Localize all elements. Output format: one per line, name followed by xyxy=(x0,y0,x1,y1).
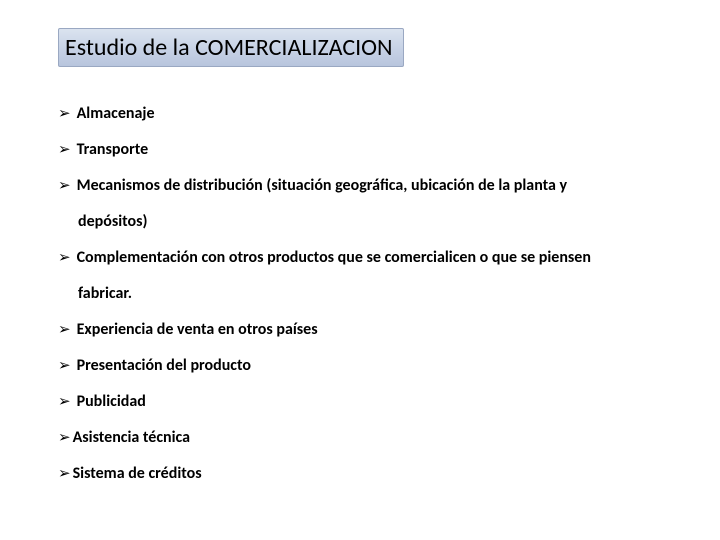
bullet-arrow-icon: ➢ xyxy=(58,247,71,269)
bullet-arrow-icon: ➢ xyxy=(58,103,71,125)
list-item: ➢ Publicidad xyxy=(58,391,662,413)
list-item-text: Almacenaje xyxy=(77,103,155,125)
title-box: Estudio de la COMERCIALIZACION xyxy=(58,28,404,67)
list-item: ➢ Transporte xyxy=(58,139,662,161)
list-item-text: Sistema de créditos xyxy=(73,463,202,485)
list-item-continuation: depósitos) xyxy=(78,211,662,233)
list-item: ➢ Almacenaje xyxy=(58,103,662,125)
list-item: ➢ Mecanismos de distribución (situación g… xyxy=(58,175,662,197)
list-item-text: Asistencia técnica xyxy=(73,427,190,449)
bullet-arrow-icon: ➢ xyxy=(58,139,71,161)
bullet-arrow-icon: ➢ xyxy=(58,319,71,341)
list-item: ➢ Experiencia de venta en otros países xyxy=(58,319,662,341)
bullet-arrow-icon: ➢ xyxy=(58,427,71,449)
list-item-text: Publicidad xyxy=(77,391,146,413)
list-item: ➢ Complementación con otros productos que… xyxy=(58,247,662,269)
list-item: ➢Sistema de créditos xyxy=(58,463,662,485)
list-item-text: Transporte xyxy=(77,139,149,161)
bullet-list: ➢ Almacenaje ➢ Transporte ➢ Mecanismos de dis… xyxy=(58,103,662,485)
list-item-text: Mecanismos de distribución (situación ge… xyxy=(77,175,568,197)
bullet-arrow-icon: ➢ xyxy=(58,355,71,377)
bullet-arrow-icon: ➢ xyxy=(58,175,71,197)
bullet-arrow-icon: ➢ xyxy=(58,463,71,485)
list-item-text: Presentación del producto xyxy=(77,355,251,377)
list-item-text: Complementación con otros productos que … xyxy=(77,247,591,269)
list-item-text: Experiencia de venta en otros países xyxy=(77,319,318,341)
bullet-arrow-icon: ➢ xyxy=(58,391,71,413)
slide-title: Estudio de la COMERCIALIZACION xyxy=(65,33,393,62)
list-item: ➢ Presentación del producto xyxy=(58,355,662,377)
list-item-continuation: fabricar. xyxy=(78,283,662,305)
list-item: ➢Asistencia técnica xyxy=(58,427,662,449)
